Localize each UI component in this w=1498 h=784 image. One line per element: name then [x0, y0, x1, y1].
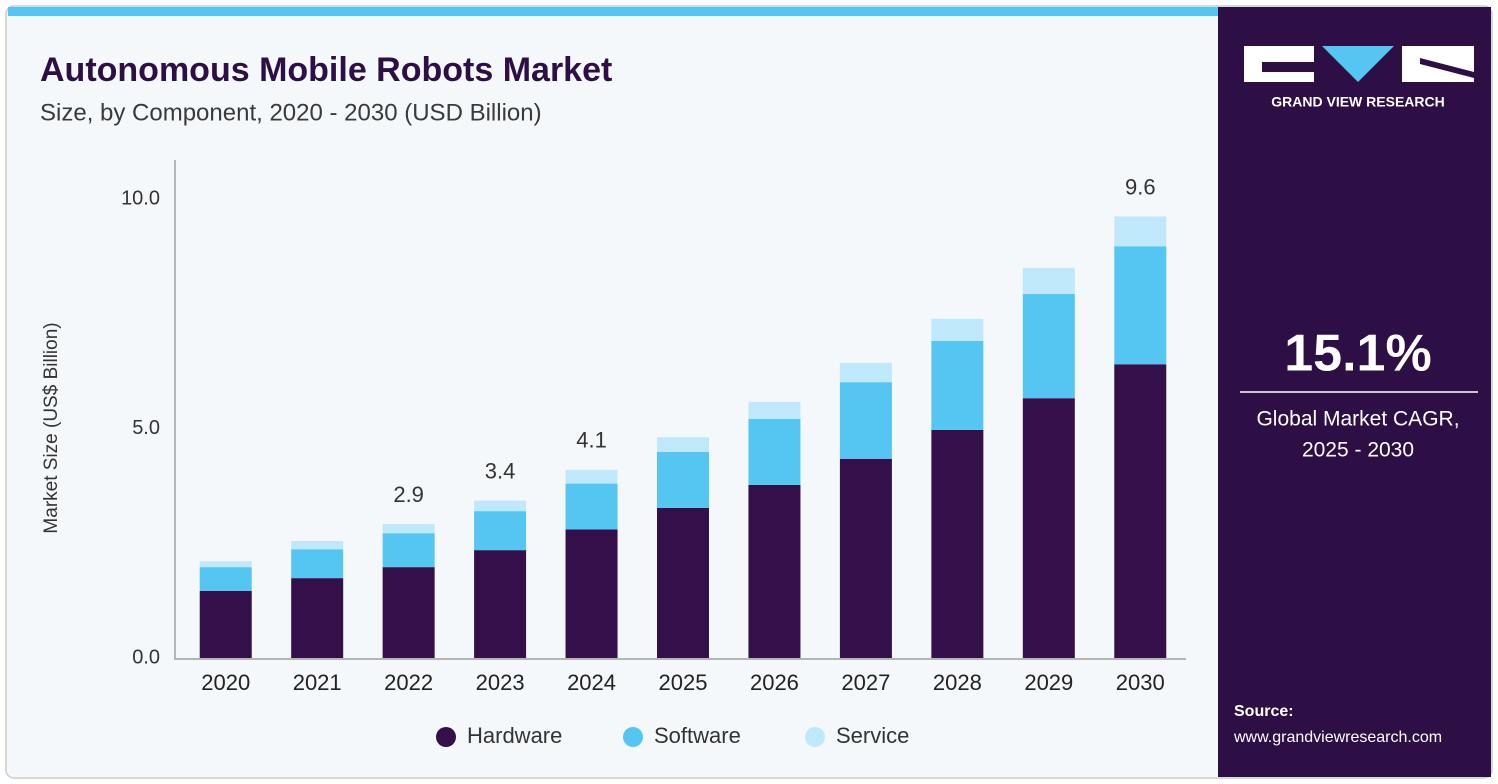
- bar-segment: [199, 590, 252, 658]
- x-tick-label: 2021: [293, 670, 342, 695]
- bar-segment: [565, 483, 618, 530]
- legend-label: Service: [836, 723, 909, 748]
- source-url: www.grandviewresearch.com: [1233, 729, 1442, 746]
- bar-segment: [382, 567, 435, 658]
- x-tick-label: 2027: [841, 670, 890, 695]
- bar-segment: [199, 561, 252, 568]
- total-label: 2.9: [393, 482, 424, 507]
- x-tick-label: 2026: [750, 670, 799, 695]
- cagr-label: 2025 - 2030: [1302, 439, 1414, 462]
- logo: [1244, 46, 1474, 82]
- bar-segment: [291, 549, 344, 579]
- bar-segment: [382, 523, 435, 534]
- total-label: 3.4: [485, 458, 516, 483]
- bar-segment: [565, 469, 618, 484]
- bar-segment: [748, 484, 801, 658]
- legend-marker: [436, 727, 456, 747]
- bar-segment: [748, 418, 801, 485]
- bar-segment: [199, 567, 252, 591]
- bar-segment: [1022, 294, 1075, 399]
- legend-label: Software: [654, 723, 741, 748]
- logo-cut: [1420, 58, 1474, 78]
- bar-segment: [839, 382, 892, 459]
- bar-segment: [931, 318, 984, 341]
- x-tick-label: 2023: [476, 670, 525, 695]
- bar-segment: [1114, 216, 1167, 247]
- bar-segment: [474, 511, 527, 551]
- bar-segment: [931, 429, 984, 658]
- source-label: Source:: [1234, 703, 1294, 720]
- x-tick-label: 2025: [659, 670, 708, 695]
- bar-segment: [1022, 398, 1075, 658]
- bar-segment: [839, 362, 892, 383]
- cagr-label: Global Market CAGR,: [1256, 408, 1459, 431]
- bar-segment: [657, 451, 709, 508]
- x-tick-label: 2020: [201, 670, 250, 695]
- legend-label: Hardware: [467, 723, 562, 748]
- x-tick-label: 2022: [384, 670, 433, 695]
- bar-segment: [748, 401, 801, 419]
- bar-segment: [382, 533, 435, 568]
- bar-segment: [1022, 267, 1075, 295]
- legend-marker: [805, 727, 825, 747]
- logo-cut: [1262, 62, 1314, 72]
- x-tick-label: 2028: [933, 670, 982, 695]
- brand: GRAND VIEW RESEARCH: [1271, 94, 1444, 110]
- bar-segment: [1114, 364, 1167, 658]
- top-stripe: [8, 7, 1220, 16]
- y-tick-label: 0.0: [132, 646, 160, 668]
- bar-segment: [657, 437, 709, 452]
- chart-title: Autonomous Mobile Robots Market: [40, 51, 612, 89]
- chart-subtitle: Size, by Component, 2020 - 2030 (USD Bil…: [40, 99, 542, 126]
- bar-segment: [657, 507, 709, 658]
- y-axis-label: Market Size (US$ Billion): [41, 322, 62, 533]
- bar-segment: [474, 500, 527, 512]
- bar-segment: [839, 458, 892, 658]
- x-tick-label: 2024: [567, 670, 616, 695]
- total-label: 9.6: [1125, 174, 1156, 199]
- y-tick-label: 10.0: [121, 187, 160, 209]
- cagr-value: 15.1%: [1284, 325, 1431, 383]
- legend-marker: [623, 727, 643, 747]
- y-tick-label: 5.0: [132, 417, 160, 439]
- bar-segment: [291, 578, 344, 658]
- x-tick-label: 2029: [1024, 670, 1073, 695]
- bar-segment: [474, 550, 527, 658]
- bar-segment: [565, 529, 618, 658]
- x-tick-label: 2030: [1116, 670, 1165, 695]
- bar-segment: [291, 540, 344, 550]
- bar-segment: [931, 340, 984, 430]
- total-label: 4.1: [576, 428, 607, 453]
- logo-triangle: [1322, 46, 1394, 82]
- bar-segment: [1114, 246, 1167, 365]
